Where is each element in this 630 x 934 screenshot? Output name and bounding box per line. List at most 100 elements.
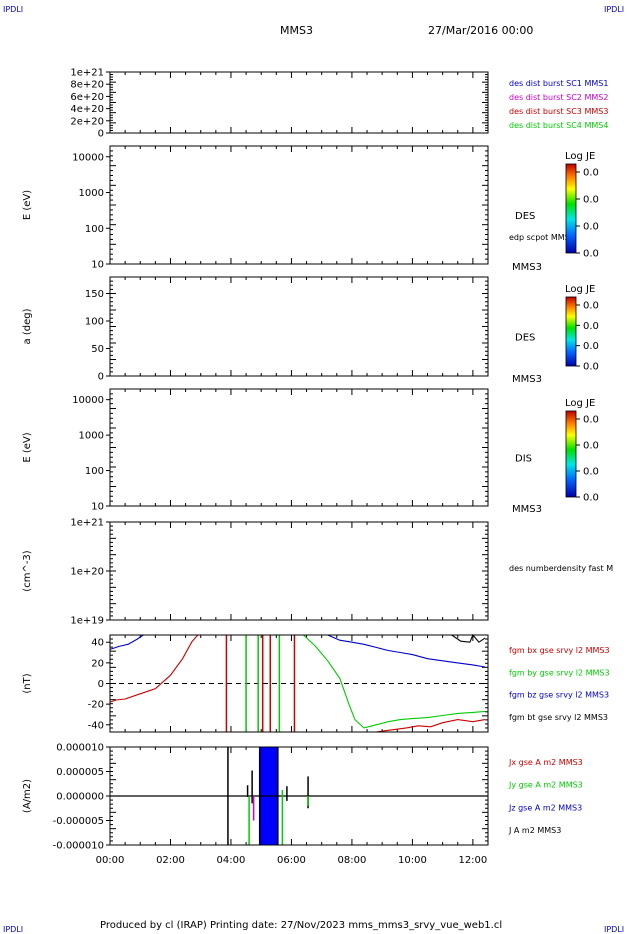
panel-5-ylabel: (nT) bbox=[22, 673, 33, 693]
panel-3-colorbar-label-3: 0.0 bbox=[583, 493, 599, 504]
panel-1-colorbar-label-0: 0.0 bbox=[583, 168, 599, 179]
panel-5-series-2 bbox=[109, 634, 144, 650]
panel-1-frame bbox=[109, 145, 489, 265]
panel-2-colorbar bbox=[565, 296, 577, 367]
panel-1-ytick-label: 10 bbox=[91, 260, 104, 271]
panel-6-frame bbox=[109, 746, 489, 846]
panel-0-ytick-label: 1e+21 bbox=[70, 68, 104, 79]
header-corner-right: IPDLI bbox=[604, 5, 624, 14]
x-tick-label: 12:00 bbox=[458, 855, 487, 866]
panel-5-legend-1: fgm by gse srvy l2 MMS3 bbox=[509, 668, 610, 677]
panel-6-legend-3: J A m2 MMS3 bbox=[508, 826, 561, 835]
panel-1-colorbar-label-2: 0.0 bbox=[583, 222, 599, 233]
panel-5-series-1 bbox=[376, 719, 486, 733]
panel-1-colorbar-label-3: 0.0 bbox=[583, 249, 599, 260]
panel-2-colorbar-label-1: 0.0 bbox=[583, 321, 599, 332]
panel-0-legend-3: des dist burst SC4 MMS4 bbox=[509, 121, 608, 130]
panel-3-colorbar-label-1: 0.0 bbox=[583, 441, 599, 452]
panel-1-overlay-label: edp scpot MMS3 bbox=[509, 233, 575, 242]
panel-2-ytick-label: 0 bbox=[98, 372, 104, 383]
panel-2-ytick-label: 100 bbox=[85, 317, 104, 328]
panel-5-series-3 bbox=[327, 634, 486, 668]
panel-6-legend-1: Jy gse A m2 MMS3 bbox=[508, 781, 583, 790]
panel-5-ytick-label: 40 bbox=[91, 638, 104, 649]
panel-1-spacecraft-label: MMS3 bbox=[512, 262, 542, 273]
panel-6-legend-2: Jz gse A m2 MMS3 bbox=[508, 803, 582, 812]
panel-1-ylabel: E (eV) bbox=[22, 190, 33, 220]
panel-2-colorbar-label-3: 0.0 bbox=[583, 362, 599, 373]
panel-4-legend-0: des numberdensity fast M bbox=[509, 564, 613, 573]
panel-3-frame bbox=[109, 388, 489, 507]
panel-2-colorbar-label-2: 0.0 bbox=[583, 341, 599, 352]
panel-2-ytick-label: 50 bbox=[91, 344, 104, 355]
panel-3-species-label: DIS bbox=[515, 454, 532, 465]
panel-5-ytick-label: -40 bbox=[88, 720, 104, 731]
panel-5-series-5 bbox=[451, 633, 486, 643]
panel-2-spacecraft-label: MMS3 bbox=[512, 374, 542, 385]
panel-1-ytick-label: 10000 bbox=[72, 152, 104, 163]
panel-4-ylabel: (cm^-3) bbox=[22, 550, 33, 591]
panel-6-ytick-label: 0.000010 bbox=[56, 743, 104, 754]
panel-5-ytick-label: -20 bbox=[88, 700, 104, 711]
panel-3-colorbar-label-0: 0.0 bbox=[583, 415, 599, 426]
panel-0-legend-0: des dist burst SC1 MMS1 bbox=[509, 79, 608, 88]
panel-5-ytick-label: 20 bbox=[91, 658, 104, 669]
panel-1-ytick-label: 1000 bbox=[79, 188, 104, 199]
panel-5-legend-0: fgm bx gse srvy l2 MMS3 bbox=[509, 646, 610, 655]
panel-6-ytick-label: 0.000000 bbox=[56, 792, 104, 803]
x-tick-label: 02:00 bbox=[156, 855, 185, 866]
panel-3-ylabel: E (eV) bbox=[22, 432, 33, 462]
panel-6-ytick-label: -0.000005 bbox=[53, 816, 104, 827]
panel-3-ytick-label: 10 bbox=[91, 502, 104, 513]
panel-2-ytick-label: 150 bbox=[85, 289, 104, 300]
panel-2-colorbar-label-0: 0.0 bbox=[583, 301, 599, 312]
panel-4-ytick-label: 1e+19 bbox=[70, 616, 104, 627]
x-tick-label: 04:00 bbox=[217, 855, 246, 866]
panel-3-colorbar-label-2: 0.0 bbox=[583, 467, 599, 478]
panel-2-frame bbox=[109, 276, 489, 377]
panel-0-frame bbox=[109, 71, 489, 134]
panel-3-ytick-label: 1000 bbox=[79, 431, 104, 442]
footer-corner-left: IPDLI bbox=[3, 925, 23, 934]
panel-6-ytick-label: 0.000005 bbox=[56, 767, 104, 778]
panel-1-colorbar-label-1: 0.0 bbox=[583, 195, 599, 206]
panel-3-colorbar-title: Log JE bbox=[565, 398, 595, 409]
panel-2-species-label: DES bbox=[515, 333, 535, 344]
panel-5-ytick-label: 0 bbox=[98, 679, 104, 690]
x-tick-label: 08:00 bbox=[338, 855, 367, 866]
panel-6-ytick-label: -0.000010 bbox=[53, 841, 104, 852]
panel-1-species-label: DES bbox=[515, 211, 535, 222]
header-spacecraft: MMS3 bbox=[280, 24, 313, 37]
panel-0-ytick-label: 2e+20 bbox=[70, 116, 104, 127]
panel-4-frame bbox=[109, 521, 489, 621]
panel-6-legend-0: Jx gse A m2 MMS3 bbox=[508, 758, 583, 767]
panel-5-legend-3: fgm bt gse srvy l2 MMS3 bbox=[509, 713, 608, 722]
panel-5-frame bbox=[109, 634, 489, 733]
footer-corner-right: IPDLI bbox=[604, 925, 624, 934]
panel-3-colorbar bbox=[565, 410, 577, 498]
panel-6-ylabel: (A/m2) bbox=[22, 779, 33, 813]
x-tick-label: 00:00 bbox=[96, 855, 125, 866]
panel-0-legend-2: des dist burst SC3 MMS3 bbox=[509, 107, 608, 116]
x-tick-label: 06:00 bbox=[277, 855, 306, 866]
panel-4-ytick-label: 1e+21 bbox=[70, 518, 104, 529]
footer-text: Produced by cl (IRAP) Printing date: 27/… bbox=[100, 920, 502, 931]
panel-1-ytick-label: 100 bbox=[85, 224, 104, 235]
x-tick-label: 10:00 bbox=[398, 855, 427, 866]
panel-0-ytick-label: 0 bbox=[98, 129, 104, 140]
header-date: 27/Mar/2016 00:00 bbox=[428, 24, 533, 37]
panel-5-series-0 bbox=[109, 634, 199, 703]
panel-0-ytick-label: 4e+20 bbox=[70, 104, 104, 115]
panel-3-ytick-label: 10000 bbox=[72, 395, 104, 406]
panel-5-series-4 bbox=[303, 634, 486, 729]
panel-0-ytick-label: 6e+20 bbox=[70, 92, 104, 103]
panel-5-legend-2: fgm bz gse srvy l2 MMS3 bbox=[509, 691, 609, 700]
header-corner-left: IPDLI bbox=[3, 5, 23, 14]
panel-0-legend-1: des dist burst SC2 MMS2 bbox=[509, 93, 608, 102]
panel-3-ytick-label: 100 bbox=[85, 466, 104, 477]
panel-2-ylabel: a (deg) bbox=[22, 308, 33, 344]
panel-4-ytick-label: 1e+20 bbox=[70, 567, 104, 578]
panel-0-ytick-label: 8e+20 bbox=[70, 80, 104, 91]
